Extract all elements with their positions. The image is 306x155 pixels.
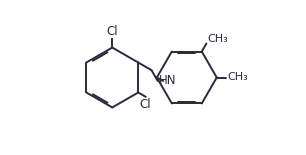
- Text: Cl: Cl: [140, 98, 151, 111]
- Text: HN: HN: [159, 74, 176, 87]
- Text: CH₃: CH₃: [227, 73, 248, 82]
- Text: CH₃: CH₃: [207, 34, 228, 44]
- Text: Cl: Cl: [106, 24, 118, 38]
